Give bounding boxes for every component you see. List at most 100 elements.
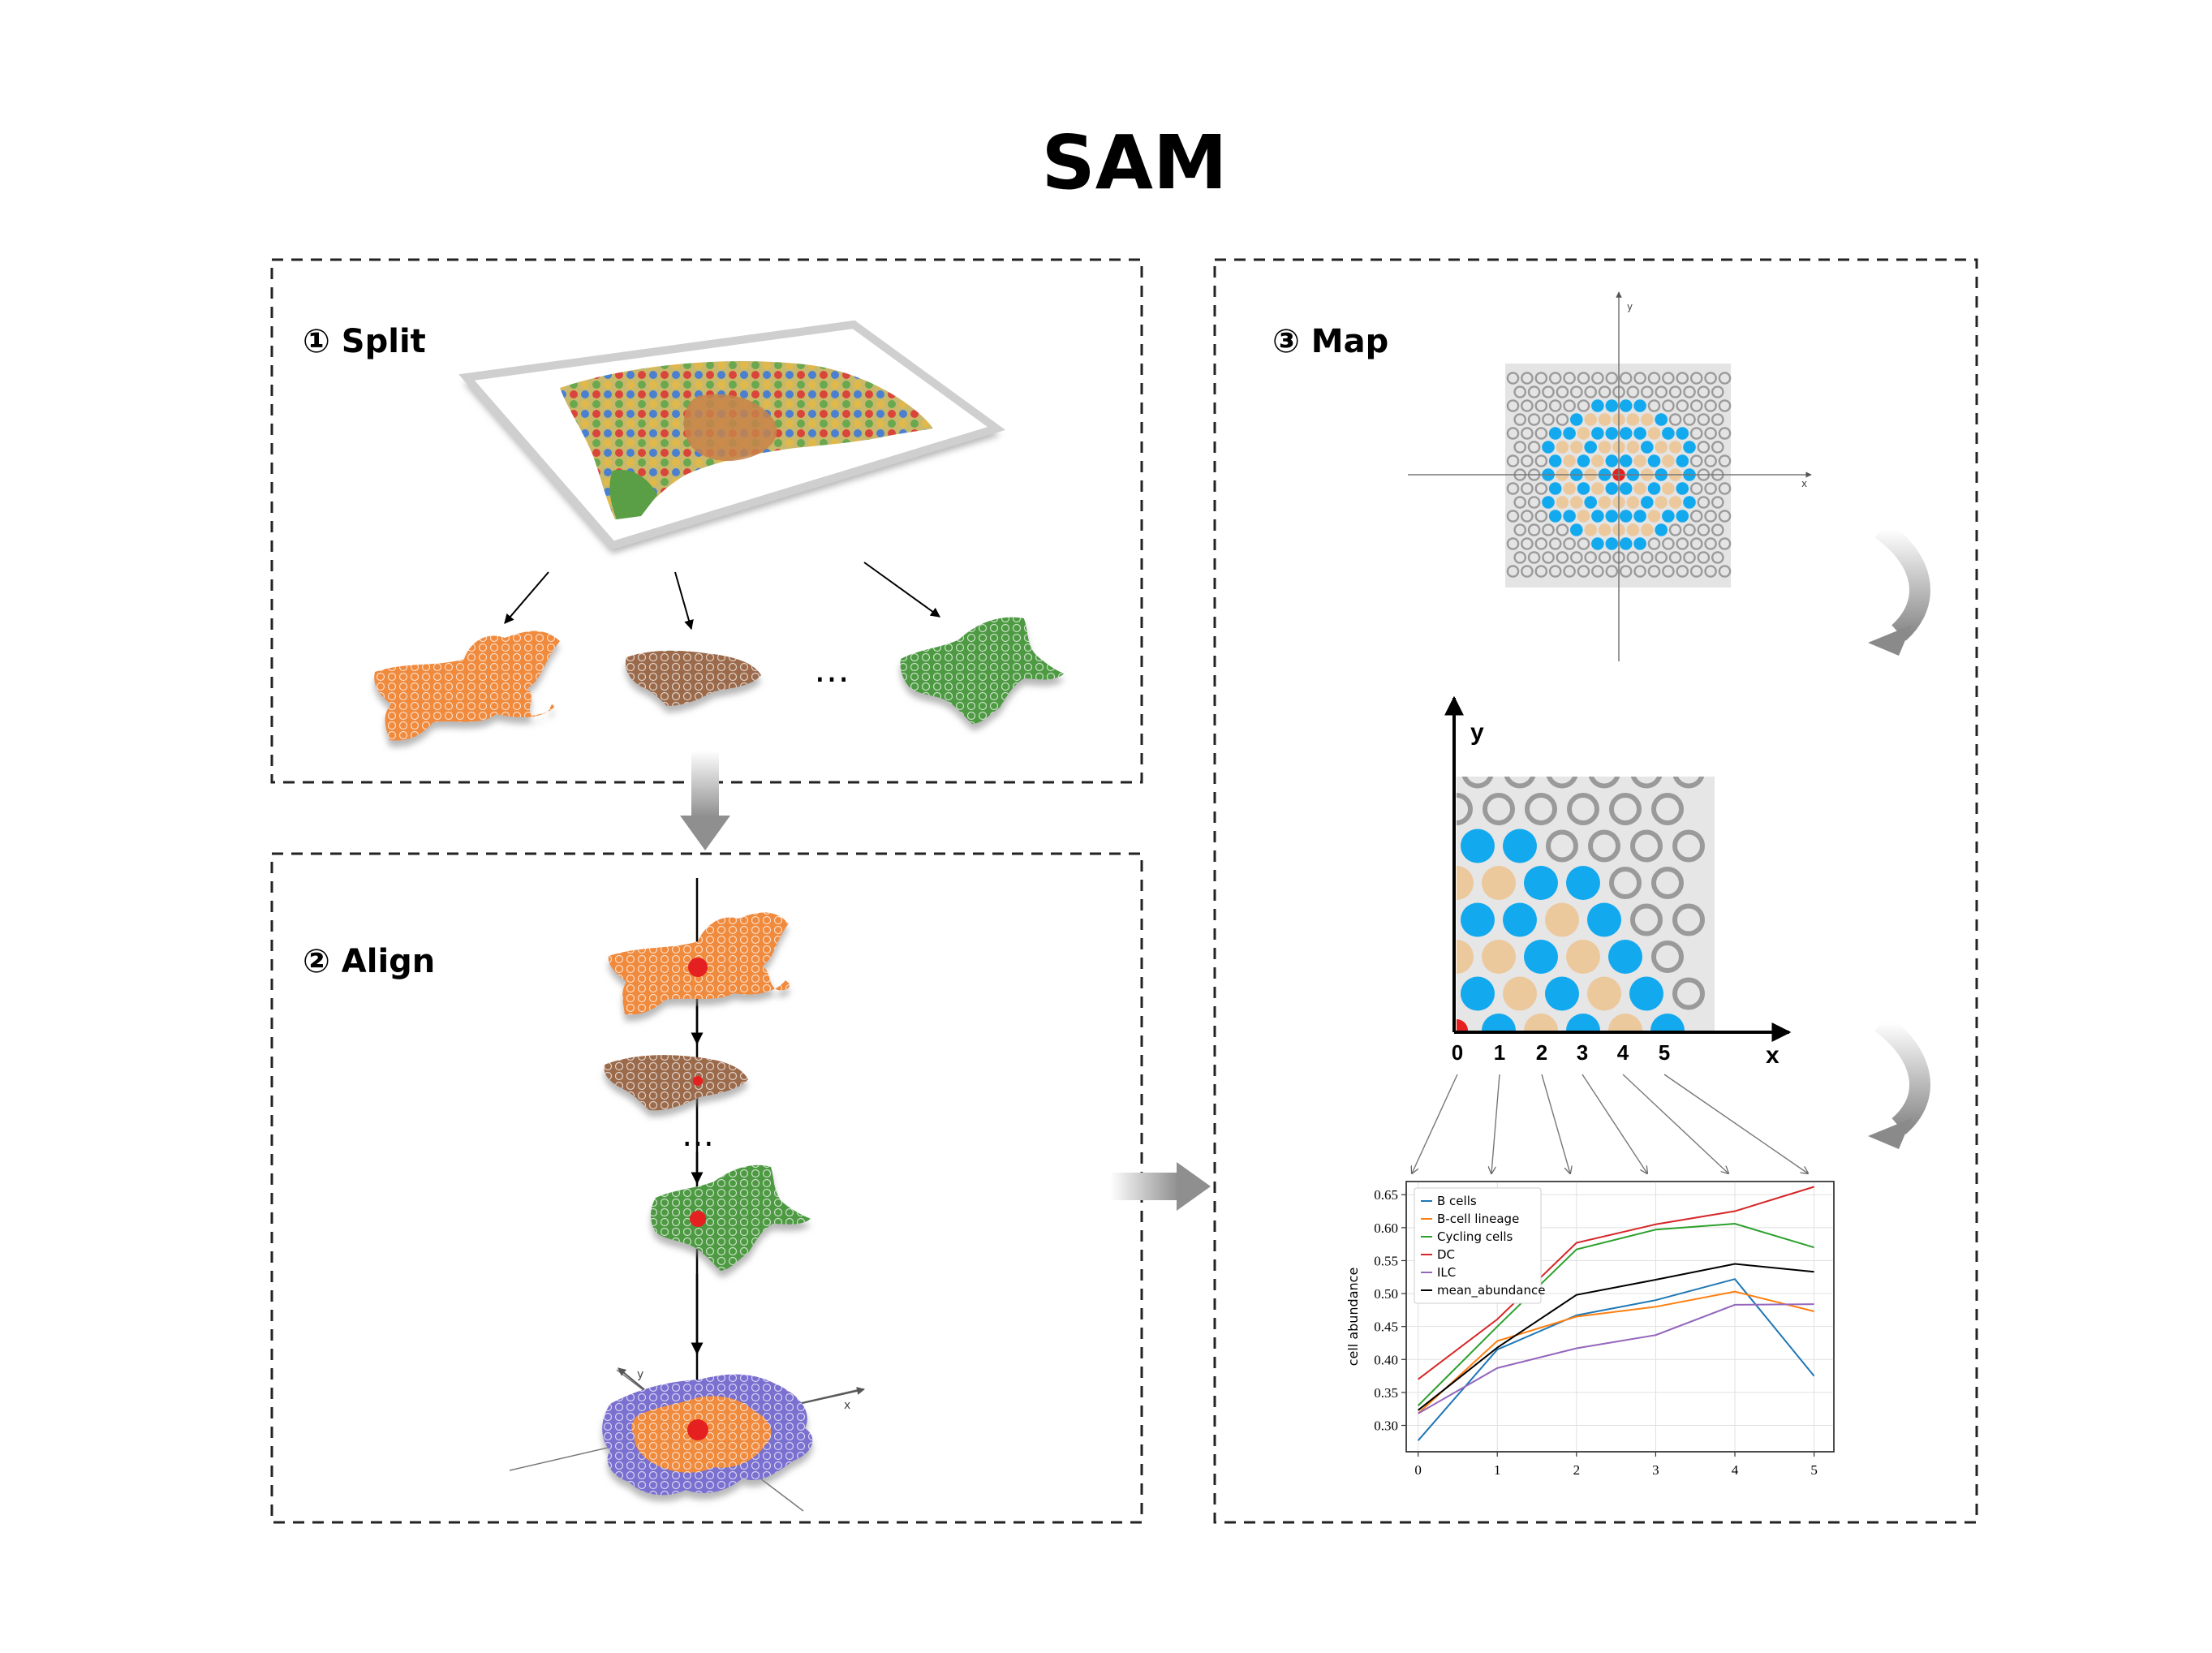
grid-spot-blue: [1542, 441, 1555, 454]
grid-spot-blue: [1605, 454, 1619, 467]
grid-spot-tan: [1641, 523, 1654, 536]
grid-spot-blue: [1605, 537, 1619, 550]
grid-spot-empty: [1548, 537, 1562, 550]
chart-legend-entry: ILC: [1437, 1265, 1456, 1280]
grid-spot-tan: [1556, 496, 1569, 509]
zoom-spot-empty: [1672, 977, 1705, 1010]
chart-series-line: [1417, 1290, 1814, 1414]
grid-spot-blue: [1563, 510, 1576, 523]
grid-spot-empty: [1676, 537, 1689, 550]
zoom-spot-blue: [1461, 829, 1495, 863]
zoom-to-chart-arrow: [1491, 1074, 1500, 1173]
zoom-spot-blue: [1587, 902, 1621, 937]
map-grid-zoom: [1408, 728, 1763, 1065]
grid-spot-empty: [1534, 537, 1548, 550]
grid-spot-empty: [1718, 537, 1732, 550]
zoom-to-chart-arrow: [1663, 1074, 1808, 1173]
grid-spot-blue: [1676, 510, 1689, 523]
grid-spot-blue: [1584, 496, 1597, 509]
grid-spot-empty: [1711, 523, 1724, 536]
zoom-to-chart-arrow: [1622, 1074, 1728, 1173]
grid-spot-empty: [1704, 372, 1717, 385]
grid-spot-empty: [1683, 551, 1696, 564]
grid-spot-empty: [1689, 565, 1703, 578]
grid-spot-blue: [1605, 510, 1619, 523]
chart-series-line: [1418, 1303, 1814, 1414]
grid-spot-blue: [1655, 523, 1668, 536]
grid-spot-empty: [1668, 551, 1682, 564]
grid-spot-blue: [1548, 482, 1562, 495]
grid-spot-empty: [1598, 551, 1612, 564]
grid-spot-empty: [1542, 385, 1555, 398]
grid-spot-empty: [1655, 551, 1668, 564]
grid-spot-blue: [1647, 482, 1661, 495]
grid-spot-tan: [1655, 496, 1668, 509]
chart-x-tick-label: 5: [1810, 1462, 1818, 1478]
align-anchor-2: [693, 1076, 703, 1086]
grid-spot-empty: [1662, 372, 1675, 385]
grid-spot-empty: [1626, 385, 1640, 398]
grid-spot-blue: [1641, 441, 1654, 454]
grid-spot-empty: [1506, 399, 1520, 412]
grid-spot-empty: [1689, 482, 1703, 495]
grid-spot-empty: [1527, 523, 1541, 536]
grid-spot-empty: [1563, 372, 1576, 385]
grid-spot-blue: [1619, 510, 1633, 523]
zoom-spot-empty: [1546, 829, 1578, 863]
chart-legend-entry: Cycling cells: [1437, 1229, 1513, 1244]
grid-spot-empty: [1718, 427, 1732, 440]
grid-spot-tan: [1626, 496, 1640, 509]
grid-spot-empty: [1598, 385, 1612, 398]
zoom-spot-tan: [1503, 976, 1537, 1011]
zoom-spot-empty: [1609, 867, 1642, 899]
align-panel-label: ② Align: [303, 943, 435, 980]
align-anchor-1: [688, 958, 708, 977]
chart-y-tick-label: 0.50: [1374, 1286, 1398, 1302]
grid-spot-empty: [1668, 413, 1682, 426]
grid-spot-tan: [1570, 441, 1583, 454]
chart-series-line: [1417, 1222, 1814, 1406]
chart-legend: [1414, 1187, 1542, 1304]
grid-spot-empty: [1506, 537, 1520, 550]
grid-spot-empty: [1513, 496, 1526, 509]
grid-spot-empty: [1662, 565, 1675, 578]
grid-spot-empty: [1718, 565, 1732, 578]
zoom-spot-blue: [1524, 866, 1558, 900]
grid-spot-blue: [1633, 510, 1646, 523]
grid-spot-blue: [1676, 427, 1689, 440]
map-zoom-x-tick: 5: [1659, 1040, 1670, 1065]
grid-spot-tan: [1633, 482, 1646, 495]
grid-spot-empty: [1513, 523, 1526, 536]
grid-spot-empty: [1548, 565, 1562, 578]
zoom-spot-empty: [1525, 793, 1557, 825]
grid-spot-empty: [1506, 565, 1520, 578]
grid-spot-empty: [1619, 372, 1633, 385]
grid-spot-empty: [1633, 372, 1646, 385]
grid-spot-empty: [1662, 399, 1675, 412]
grid-spot-empty: [1513, 385, 1526, 398]
grid-spot-tan: [1598, 496, 1612, 509]
grid-spot-empty: [1527, 496, 1541, 509]
grid-spot-empty: [1527, 441, 1541, 454]
align-slice-brown: [604, 1055, 748, 1111]
grid-spot-tan: [1626, 523, 1640, 536]
chart-series-line: [1418, 1186, 1814, 1380]
svg-text:y: y: [637, 1368, 643, 1381]
grid-spot-empty: [1556, 413, 1569, 426]
grid-spot-blue: [1577, 482, 1590, 495]
map-zoom-x-tick: 1: [1494, 1040, 1505, 1065]
grid-spot-blue: [1662, 510, 1675, 523]
grid-spot-blue: [1619, 427, 1633, 440]
grid-spot-tan: [1668, 496, 1682, 509]
grid-spot-empty: [1704, 510, 1717, 523]
grid-spot-blue: [1570, 413, 1583, 426]
chart-legend-entry: DC: [1437, 1247, 1455, 1262]
grid-spot-empty: [1605, 565, 1619, 578]
grid-spot-empty: [1697, 385, 1711, 398]
zoom-spot-empty: [1483, 793, 1515, 825]
grid-spot-empty: [1534, 399, 1548, 412]
grid-spot-tan: [1591, 454, 1604, 467]
grid-spot-empty: [1626, 551, 1640, 564]
abundance-chart: 0.30 0.35 0.40 0.45 0.50 0.55 0.60 0.65 0 1 2 3 4 5 ce…: [1345, 1181, 1835, 1478]
